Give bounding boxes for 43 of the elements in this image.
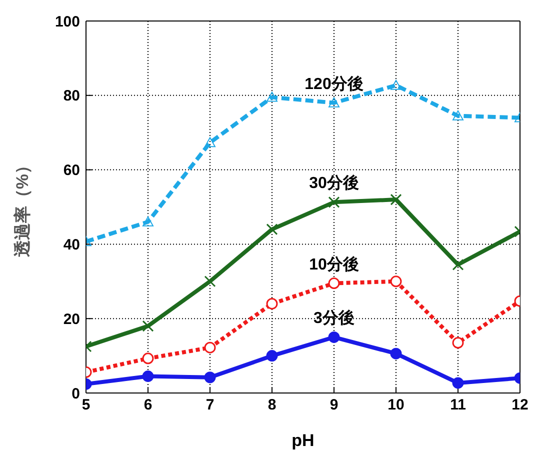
x-tick-label: 11 <box>450 396 466 414</box>
x-axis-title: pH <box>292 431 314 450</box>
x-tick-label: 7 <box>206 396 214 414</box>
x-tick-label: 12 <box>512 396 528 414</box>
point <box>328 196 340 208</box>
y-tick-label: 40 <box>63 236 80 254</box>
point <box>452 337 464 349</box>
x-tick-label: 6 <box>144 396 152 414</box>
point <box>266 92 278 102</box>
y-tick-label: 60 <box>63 162 80 180</box>
y-tick-label: 0 <box>72 385 80 402</box>
y-tick-label: 100 <box>54 13 80 30</box>
point <box>142 320 154 332</box>
y-tick-label: 80 <box>63 88 80 105</box>
point <box>142 370 154 382</box>
point <box>204 137 216 148</box>
point <box>452 110 464 120</box>
point <box>390 80 402 90</box>
point <box>390 276 402 288</box>
point <box>390 348 402 360</box>
point <box>390 194 402 206</box>
y-tick-label: 20 <box>63 310 80 328</box>
series-label: 10分後 <box>309 255 359 274</box>
point <box>452 258 464 270</box>
y-axis-title: 透過率（%） <box>13 156 32 258</box>
point <box>142 216 154 226</box>
x-tick-label: 5 <box>82 396 90 414</box>
point <box>142 352 154 364</box>
point <box>204 276 216 288</box>
point <box>328 331 340 343</box>
point <box>452 377 464 389</box>
point <box>328 278 340 290</box>
point <box>328 97 340 108</box>
x-tick-label: 10 <box>388 396 404 414</box>
x-tick-label: 8 <box>268 396 276 414</box>
point <box>204 342 216 354</box>
series-label: 30分後 <box>309 174 359 192</box>
point <box>266 298 278 310</box>
point <box>266 350 278 362</box>
series-label: 120分後 <box>304 74 364 93</box>
point <box>266 224 278 236</box>
point <box>204 372 216 384</box>
x-tick-label: 9 <box>330 396 338 414</box>
